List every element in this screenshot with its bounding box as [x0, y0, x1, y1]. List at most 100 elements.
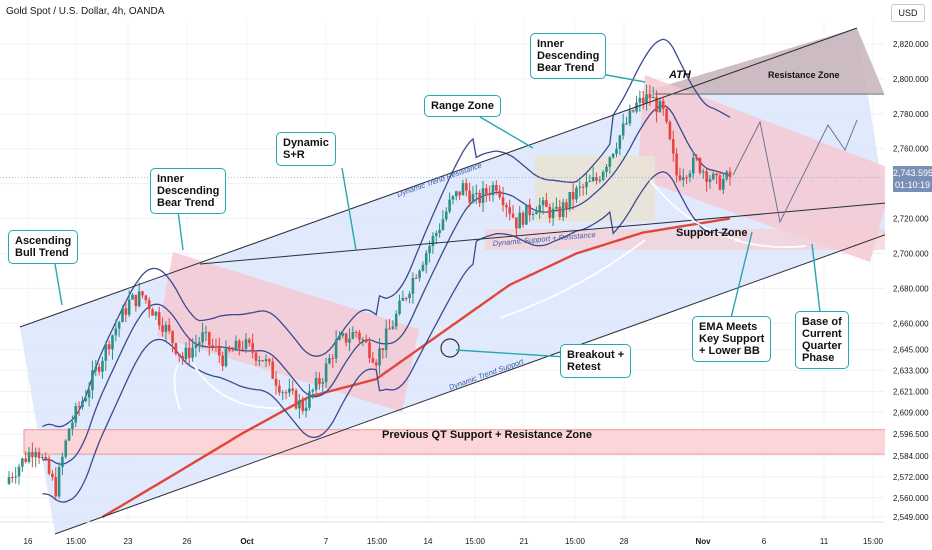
candle-up: [541, 200, 545, 206]
candle-down: [141, 291, 144, 296]
time-axis-tick: 6: [762, 537, 767, 546]
candle-down: [238, 340, 241, 349]
candle-up: [7, 477, 11, 484]
candle-up: [561, 202, 565, 217]
resistance-zone-label: Resistance Zone: [768, 70, 840, 80]
candle-up: [605, 166, 608, 172]
last-price-tag: 2,743.595 01:10:19: [893, 166, 932, 192]
candle-up: [338, 335, 341, 340]
candle-down: [404, 297, 408, 299]
candle-up: [481, 188, 485, 203]
candle-down: [641, 97, 645, 104]
candle-down: [648, 94, 652, 99]
price-axis-tick: 2,660.000: [893, 319, 929, 328]
candle-up: [568, 192, 572, 209]
callout-connector: [54, 263, 63, 306]
price-axis-tick: 2,584.000: [893, 452, 929, 461]
candle-down: [718, 175, 722, 190]
candle-down: [728, 171, 732, 178]
candle-down: [465, 183, 468, 191]
candle-down: [248, 339, 251, 344]
candle-up: [471, 194, 475, 203]
flow-arrow: [649, 179, 741, 241]
candle-up: [304, 407, 308, 411]
time-axis-tick: 7: [324, 537, 329, 546]
currency-selector[interactable]: USD: [891, 4, 925, 22]
price-axis-tick: 2,820.000: [893, 40, 929, 49]
callout-inner-bear-1: Inner Descending Bear Trend: [150, 168, 227, 214]
callout-connector: [811, 243, 821, 313]
time-axis-tick: 15:00: [367, 537, 388, 546]
candle-up: [555, 206, 558, 209]
candle-up: [625, 123, 628, 125]
candle-down: [44, 456, 48, 459]
price-axis-tick: 2,720.000: [893, 215, 929, 224]
candle-up: [288, 388, 291, 393]
inner-bear-channel-1: [157, 252, 419, 412]
candle-up: [645, 94, 648, 104]
candle-up: [74, 406, 78, 423]
candle-down: [318, 378, 321, 384]
candle-up: [618, 135, 622, 149]
candle-up: [588, 180, 592, 182]
candle-down: [77, 406, 81, 408]
candle-up: [164, 324, 168, 332]
projection-path: [732, 119, 858, 224]
callout-dynamic-sr: Dynamic S+R: [276, 132, 336, 166]
prev-qt-zone-label: Previous QT Support + Resistance Zone: [382, 429, 592, 441]
bollinger-upper: [42, 38, 731, 428]
candle-down: [268, 359, 271, 362]
candle-down: [545, 200, 548, 207]
candle-up: [64, 440, 68, 457]
candle-up: [585, 181, 588, 188]
candle-up: [398, 300, 401, 315]
candle-up: [21, 458, 24, 467]
candle-down: [11, 477, 14, 479]
chart-title: Gold Spot / U.S. Dollar, 4h, OANDA: [6, 6, 165, 17]
callout-breakout: Breakout + Retest: [560, 344, 632, 378]
candle-up: [234, 340, 238, 351]
candle-down: [144, 295, 148, 301]
dynamic-sr-line: [199, 202, 887, 265]
candle-down: [228, 347, 231, 351]
last-price-value: 2,743.595: [893, 168, 932, 178]
candle-up: [701, 171, 705, 173]
candle-down: [97, 366, 101, 372]
candle-up: [94, 366, 98, 371]
candle-up: [351, 332, 355, 339]
candle-up: [725, 171, 728, 180]
candle-down: [167, 324, 171, 332]
candle-down: [221, 355, 224, 366]
candle-down: [271, 361, 274, 379]
candle-up: [535, 211, 538, 215]
candle-down: [508, 207, 511, 214]
time-axis-tick: 14: [424, 537, 433, 546]
candle-up: [538, 205, 542, 212]
candle-up: [475, 192, 478, 195]
candle-up: [348, 338, 351, 343]
candle-down: [528, 204, 532, 216]
candle-down: [134, 294, 138, 307]
candle-up: [601, 171, 605, 180]
candle-down: [368, 342, 371, 359]
price-axis-tick: 2,760.000: [893, 145, 929, 154]
time-axis-tick: 21: [520, 537, 529, 546]
candle-down: [54, 477, 58, 497]
candle-down: [261, 360, 264, 362]
callout-inner-bear-2: Inner Descending Bear Trend: [530, 33, 607, 79]
candle-down: [358, 332, 361, 340]
candle-up: [114, 328, 118, 336]
candle-down: [171, 331, 174, 344]
resistance-zone-fill: [640, 28, 884, 93]
candle-up: [127, 299, 131, 315]
price-axis-tick: 2,680.000: [893, 284, 929, 293]
candle-up: [57, 467, 61, 497]
candle-down: [558, 206, 562, 217]
time-axis-tick: 16: [24, 537, 33, 546]
candle-down: [31, 452, 34, 458]
candle-down: [655, 97, 658, 113]
candle-down: [47, 458, 51, 474]
candle-up: [551, 208, 555, 219]
lower-trend-line: [54, 232, 891, 535]
